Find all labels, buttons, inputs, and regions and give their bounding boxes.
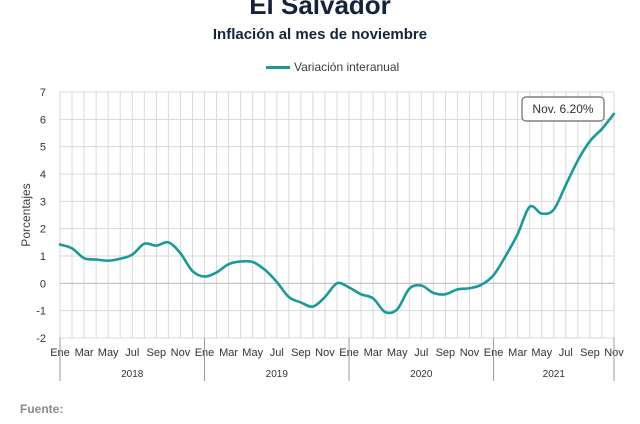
y-axis-label: Porcentajes [19,183,33,246]
x-tick-label: Mar [219,347,238,359]
x-tick-label: Nov [171,347,191,359]
x-tick-label: Jul [270,347,284,359]
y-tick-label: -2 [36,333,46,345]
annotation-label: Nov. 6.20% [532,102,593,116]
year-label: 2020 [410,369,433,380]
year-label: 2019 [266,369,289,380]
x-tick-label: May [98,347,119,359]
y-tick-label: 5 [40,142,46,154]
series-line-variacion-interanual [58,112,616,315]
y-tick-label: 1 [40,251,46,263]
y-tick-label: 2 [40,224,46,236]
x-tick-label: Sep [436,347,456,359]
annotation-box [521,96,605,122]
x-tick-label: Nov [460,347,480,359]
legend-label: Variación interanual [294,60,400,74]
year-label: 2018 [121,369,144,380]
y-tick-label: 7 [40,87,46,99]
x-tick-label: Sep [291,347,311,359]
legend-swatch [266,65,290,69]
x-tick-label: Sep [147,347,167,359]
y-tick-label: 6 [40,114,46,126]
chart-legend: Variación interanual [266,60,399,74]
x-tick-label: Jul [125,347,139,359]
y-tick-label: 0 [40,278,46,290]
x-tick-label: Jul [414,347,428,359]
x-tick-label: Mar [364,347,383,359]
year-label: 2021 [543,369,566,380]
x-tick-label: Sep [580,347,600,359]
chart-subtitle: Inflación al mes de noviembre [212,26,428,43]
x-tick-label: Jul [559,347,573,359]
y-tick-label: -1 [36,306,46,318]
y-tick-label: 4 [40,169,46,181]
x-tick-label: May [387,347,408,359]
x-tick-label: Mar [75,347,94,359]
chart-title: El Salvador [249,0,391,20]
x-tick-label: May [242,347,263,359]
y-tick-label: 3 [40,196,46,208]
source-label: Fuente: [20,402,64,416]
x-tick-label: May [531,347,552,359]
x-tick-label: Mar [508,347,527,359]
x-tick-label: Nov [315,347,335,359]
